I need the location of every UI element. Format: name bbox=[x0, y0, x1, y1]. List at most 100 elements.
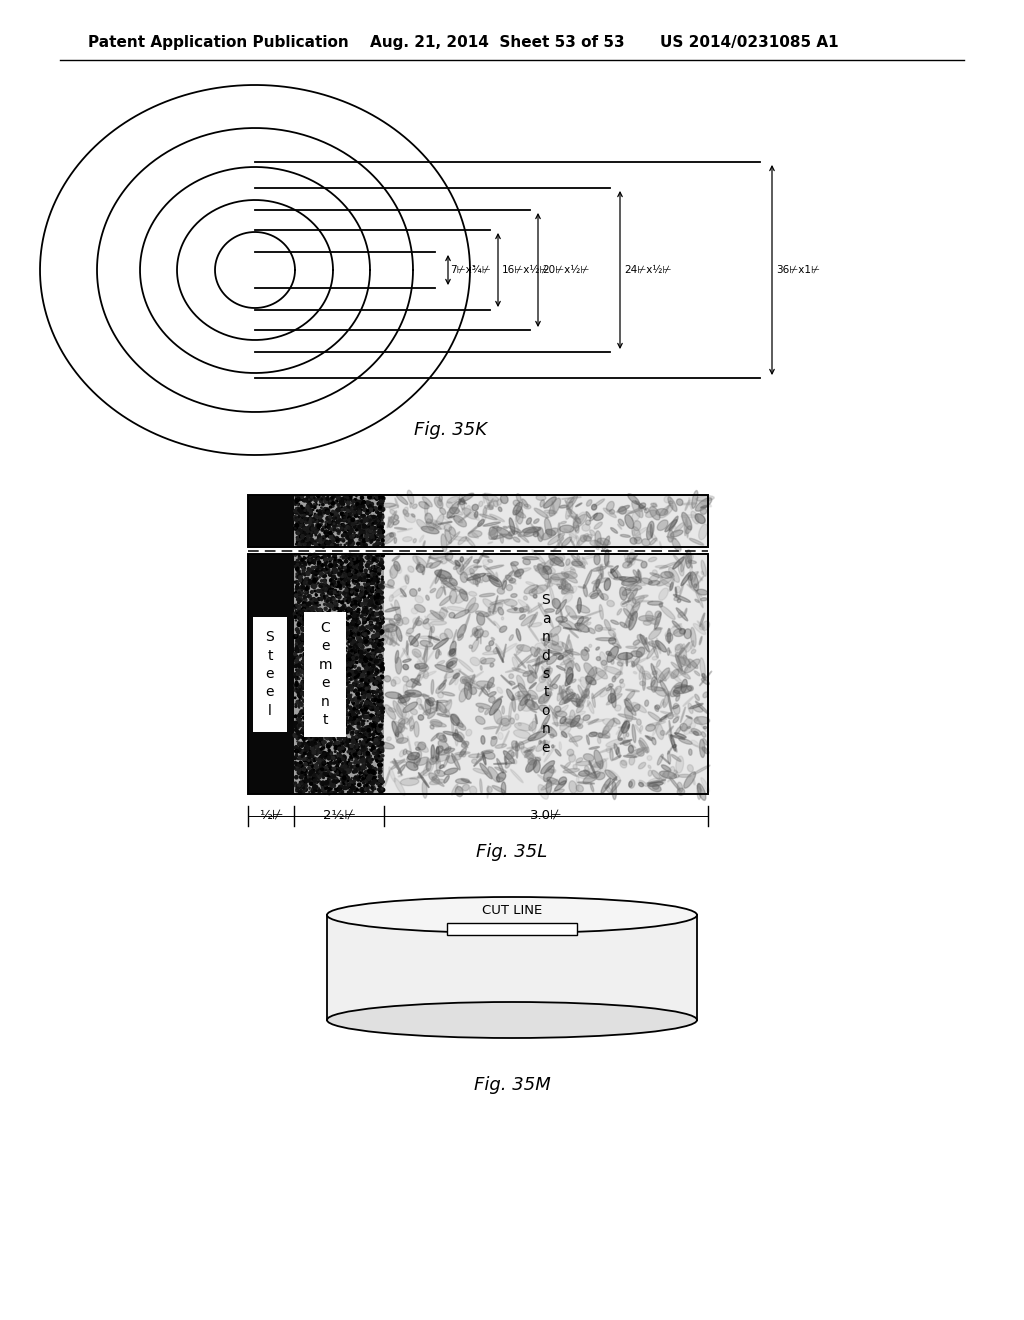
Circle shape bbox=[302, 647, 304, 649]
Circle shape bbox=[344, 689, 347, 692]
Circle shape bbox=[307, 503, 310, 507]
Ellipse shape bbox=[564, 762, 570, 768]
Circle shape bbox=[328, 788, 330, 789]
Ellipse shape bbox=[668, 694, 672, 713]
Ellipse shape bbox=[552, 711, 558, 726]
Circle shape bbox=[366, 583, 370, 587]
Circle shape bbox=[334, 676, 337, 680]
Ellipse shape bbox=[581, 649, 589, 661]
Ellipse shape bbox=[624, 755, 637, 758]
Circle shape bbox=[355, 656, 357, 659]
Circle shape bbox=[302, 525, 303, 527]
Circle shape bbox=[342, 705, 345, 708]
Circle shape bbox=[378, 532, 381, 536]
Text: Patent Application Publication: Patent Application Publication bbox=[88, 34, 349, 49]
Circle shape bbox=[354, 762, 355, 764]
Circle shape bbox=[340, 721, 343, 725]
Ellipse shape bbox=[563, 627, 579, 630]
Circle shape bbox=[347, 569, 349, 570]
Ellipse shape bbox=[620, 622, 627, 628]
Circle shape bbox=[299, 696, 301, 698]
Circle shape bbox=[379, 523, 381, 524]
Circle shape bbox=[315, 627, 319, 631]
Ellipse shape bbox=[534, 566, 545, 574]
Circle shape bbox=[332, 504, 334, 507]
Circle shape bbox=[298, 498, 300, 499]
Circle shape bbox=[365, 635, 366, 636]
Circle shape bbox=[353, 611, 357, 615]
Circle shape bbox=[376, 554, 379, 558]
Circle shape bbox=[334, 791, 337, 793]
Circle shape bbox=[327, 774, 330, 776]
Circle shape bbox=[338, 689, 341, 693]
Ellipse shape bbox=[522, 557, 539, 560]
Circle shape bbox=[332, 529, 334, 531]
Circle shape bbox=[304, 660, 305, 661]
Circle shape bbox=[307, 704, 309, 705]
Circle shape bbox=[356, 642, 358, 643]
Circle shape bbox=[351, 561, 353, 562]
Circle shape bbox=[342, 726, 343, 727]
Ellipse shape bbox=[423, 648, 427, 660]
Circle shape bbox=[354, 614, 357, 618]
Circle shape bbox=[339, 664, 343, 668]
Circle shape bbox=[381, 510, 383, 511]
Circle shape bbox=[378, 622, 381, 626]
Circle shape bbox=[348, 663, 351, 667]
Circle shape bbox=[364, 532, 366, 533]
Circle shape bbox=[341, 664, 345, 668]
Circle shape bbox=[323, 540, 325, 541]
Circle shape bbox=[364, 704, 368, 706]
Circle shape bbox=[338, 610, 342, 614]
Circle shape bbox=[355, 657, 357, 660]
Circle shape bbox=[299, 616, 301, 619]
Ellipse shape bbox=[564, 572, 578, 578]
Ellipse shape bbox=[450, 649, 456, 656]
Circle shape bbox=[364, 544, 368, 546]
Circle shape bbox=[351, 738, 353, 741]
Ellipse shape bbox=[616, 511, 634, 513]
Circle shape bbox=[352, 660, 355, 663]
Circle shape bbox=[357, 746, 359, 747]
Circle shape bbox=[311, 634, 315, 638]
Circle shape bbox=[360, 727, 364, 731]
Circle shape bbox=[372, 626, 375, 628]
Circle shape bbox=[366, 784, 368, 787]
Circle shape bbox=[303, 739, 305, 741]
Circle shape bbox=[351, 612, 353, 615]
Ellipse shape bbox=[393, 701, 402, 719]
Ellipse shape bbox=[482, 599, 496, 610]
Circle shape bbox=[309, 748, 311, 751]
Circle shape bbox=[303, 725, 305, 727]
Circle shape bbox=[359, 529, 361, 531]
Circle shape bbox=[340, 725, 343, 727]
Circle shape bbox=[319, 696, 322, 697]
Ellipse shape bbox=[580, 689, 587, 708]
Circle shape bbox=[296, 718, 299, 721]
Circle shape bbox=[334, 652, 337, 653]
Circle shape bbox=[378, 517, 382, 520]
Ellipse shape bbox=[484, 710, 489, 714]
Circle shape bbox=[360, 789, 364, 792]
Circle shape bbox=[375, 730, 377, 733]
Circle shape bbox=[347, 692, 349, 693]
Circle shape bbox=[360, 615, 364, 618]
Ellipse shape bbox=[417, 661, 422, 664]
Circle shape bbox=[298, 543, 302, 546]
Circle shape bbox=[306, 541, 309, 545]
Circle shape bbox=[334, 755, 336, 758]
Ellipse shape bbox=[524, 746, 536, 758]
Circle shape bbox=[301, 722, 303, 723]
Ellipse shape bbox=[516, 523, 520, 536]
Circle shape bbox=[374, 653, 376, 655]
Ellipse shape bbox=[586, 680, 592, 692]
Ellipse shape bbox=[656, 639, 660, 653]
Circle shape bbox=[346, 510, 349, 512]
Circle shape bbox=[316, 729, 319, 731]
Ellipse shape bbox=[594, 554, 600, 565]
Circle shape bbox=[358, 648, 359, 649]
Ellipse shape bbox=[504, 599, 517, 606]
Ellipse shape bbox=[648, 643, 662, 649]
Ellipse shape bbox=[654, 686, 667, 697]
Circle shape bbox=[371, 652, 374, 656]
